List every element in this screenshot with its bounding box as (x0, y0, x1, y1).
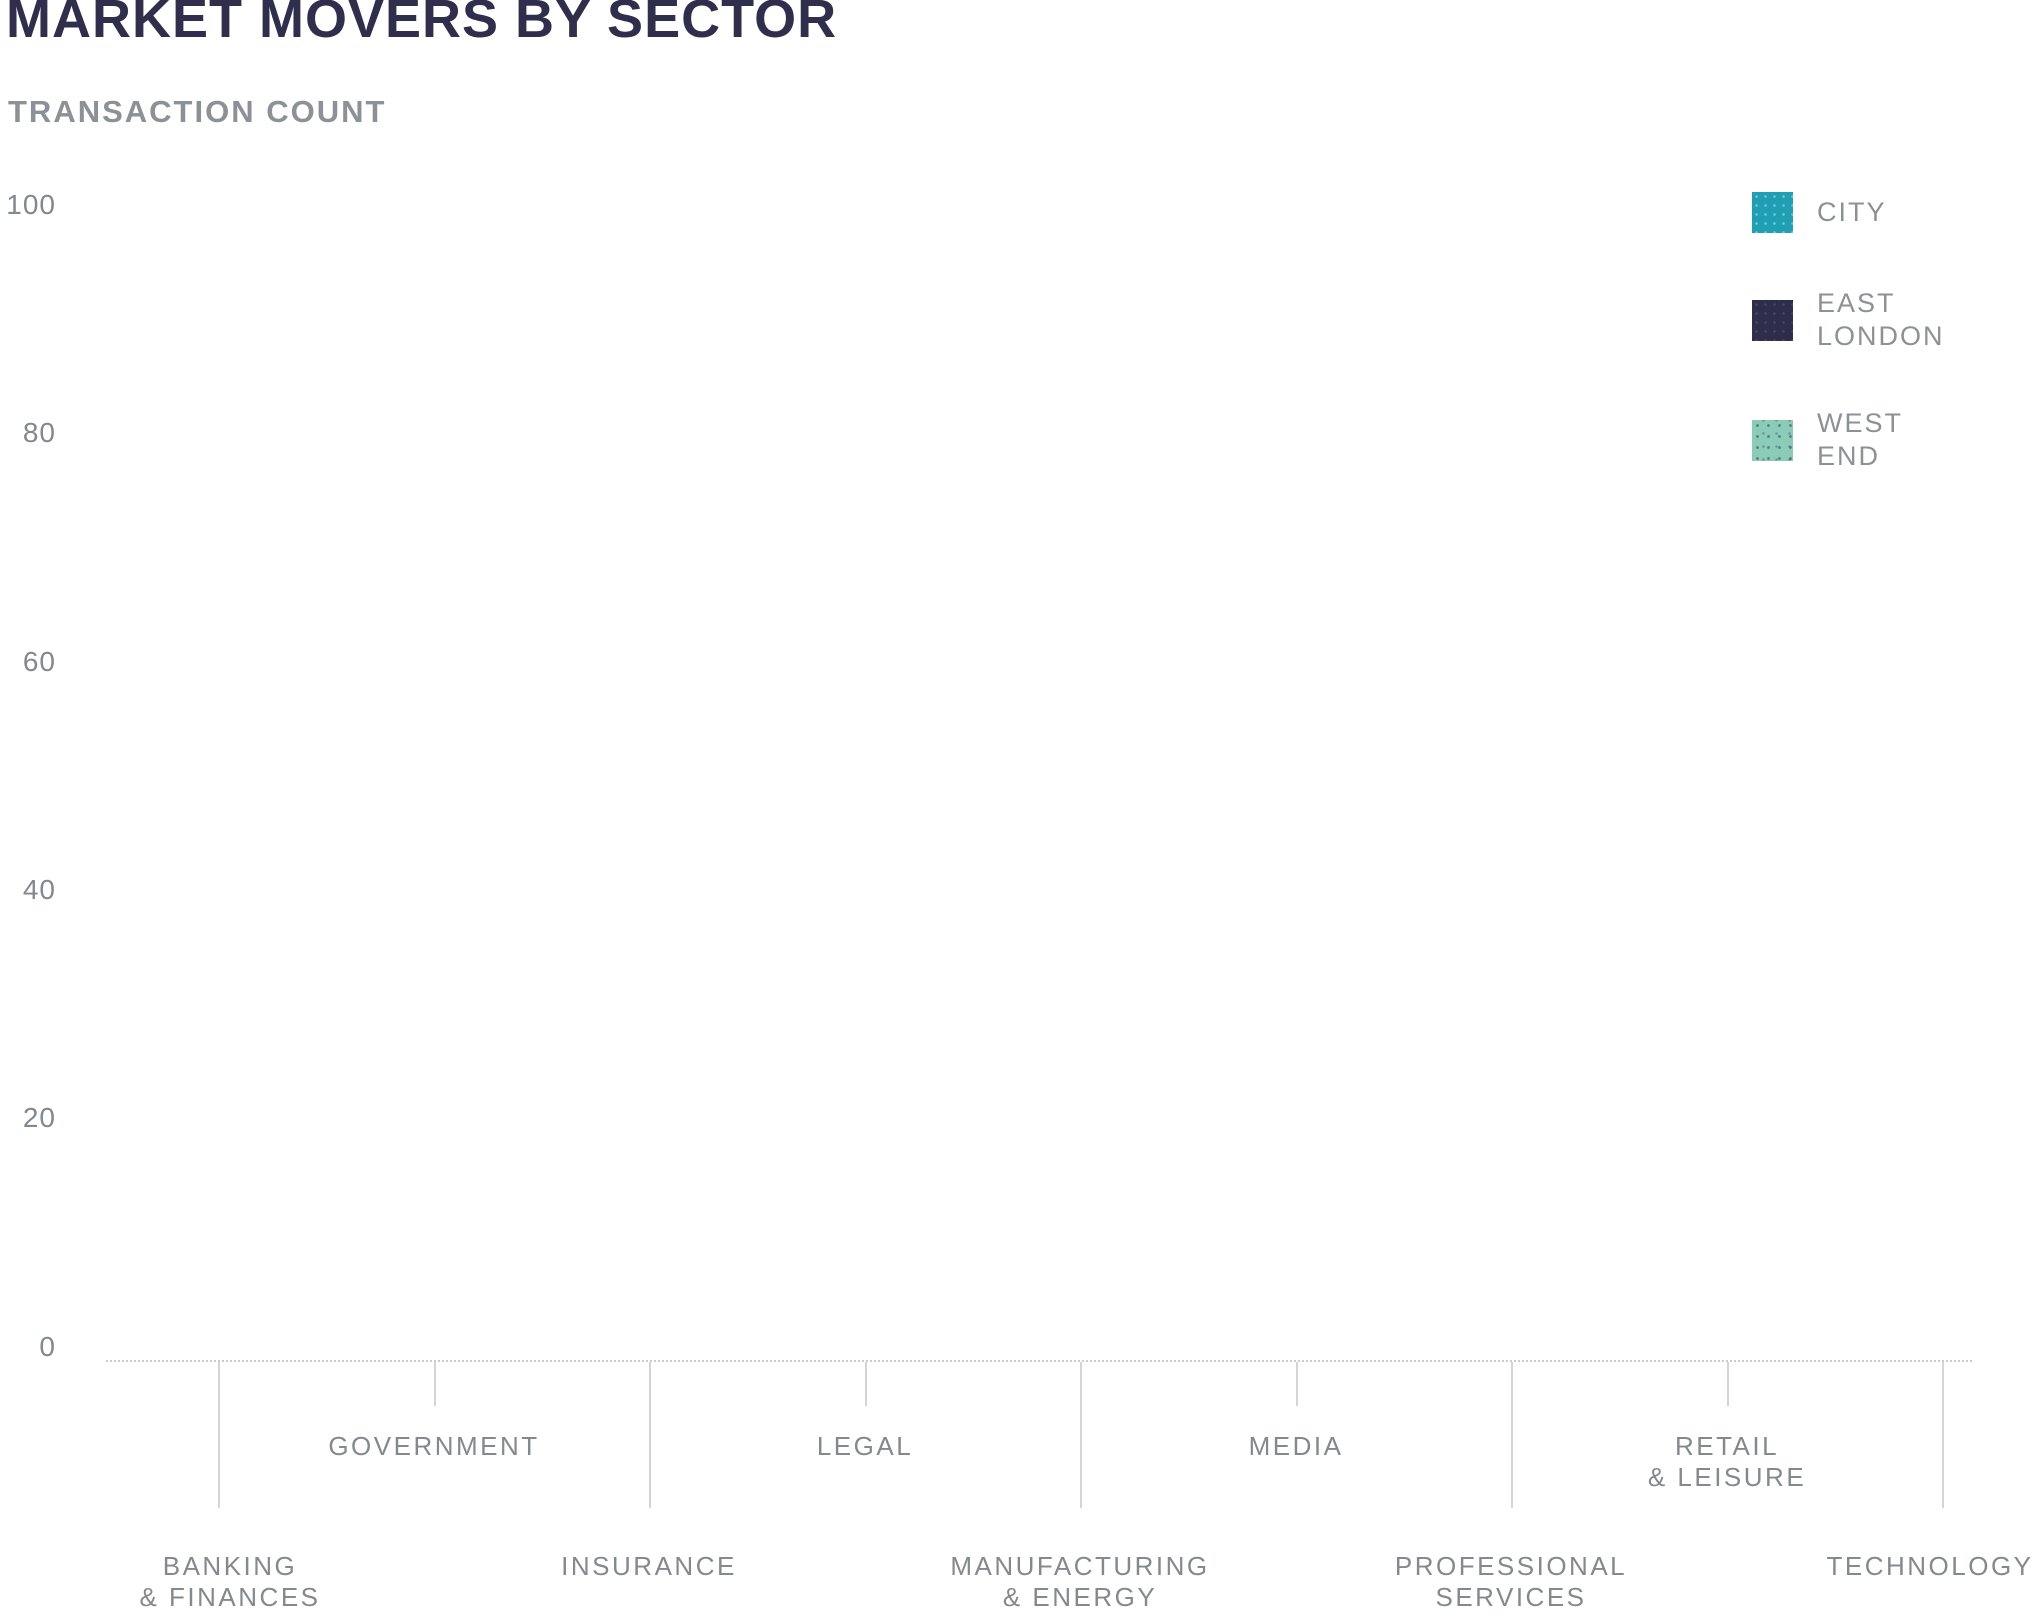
legend-swatch-east-london (1752, 299, 1793, 341)
legend-swatch-west-end (1752, 419, 1793, 461)
x-tick-legal (865, 1362, 867, 1406)
legend-label-city: CITY (1817, 197, 1887, 227)
x-tick-professional-services (1511, 1362, 1513, 1508)
y-tick-label-20: 20 (22, 1102, 56, 1133)
x-label-media: MEDIA (1248, 1431, 1344, 1461)
x-label-professional-services: PROFESSIONAL SERVICES (1394, 1551, 1628, 1612)
y-tick-label-80: 80 (22, 417, 56, 448)
x-label-retail-leisure: RETAIL & LEISURE (1647, 1431, 1807, 1492)
x-tick-insurance (649, 1362, 651, 1508)
legend-label-east-london: EAST LONDON (1817, 288, 1945, 351)
x-label-technology: TECHNOLOGY (1826, 1551, 2034, 1581)
y-tick-label-40: 40 (22, 874, 56, 905)
x-label-manufacturing-energy: MANUFACTURING & ENERGY (950, 1551, 1210, 1612)
legend-label-west-end: WEST END (1817, 408, 1903, 471)
y-tick-label-60: 60 (22, 646, 56, 677)
x-tick-government (434, 1362, 436, 1406)
x-tick-manufacturing-energy (1080, 1362, 1082, 1508)
x-label-government: GOVERNMENT (328, 1431, 540, 1461)
x-label-banking-finances: BANKING & FINANCES (139, 1551, 321, 1612)
x-tick-technology (1942, 1362, 1944, 1508)
x-tick-banking-finances (218, 1362, 220, 1508)
x-label-insurance: INSURANCE (561, 1551, 737, 1581)
y-tick-label-0: 0 (39, 1331, 56, 1362)
legend-item-west-end[interactable]: WEST END (1752, 407, 1945, 473)
x-axis-line (106, 1360, 1972, 1362)
y-tick-label-100: 100 (6, 189, 56, 220)
y-axis-title: TRANSACTION COUNT (8, 94, 387, 129)
chart-title: MARKET MOVERS BY SECTOR (6, 0, 838, 49)
legend-item-city[interactable]: CITY (1752, 192, 1945, 233)
legend-swatch-city (1752, 192, 1793, 233)
x-label-legal: LEGAL (816, 1431, 914, 1461)
x-tick-media (1296, 1362, 1298, 1406)
x-tick-retail-leisure (1727, 1362, 1729, 1406)
legend: CITY EAST LONDON WEST END (1752, 192, 1945, 473)
legend-item-east-london[interactable]: EAST LONDON (1752, 287, 1945, 353)
